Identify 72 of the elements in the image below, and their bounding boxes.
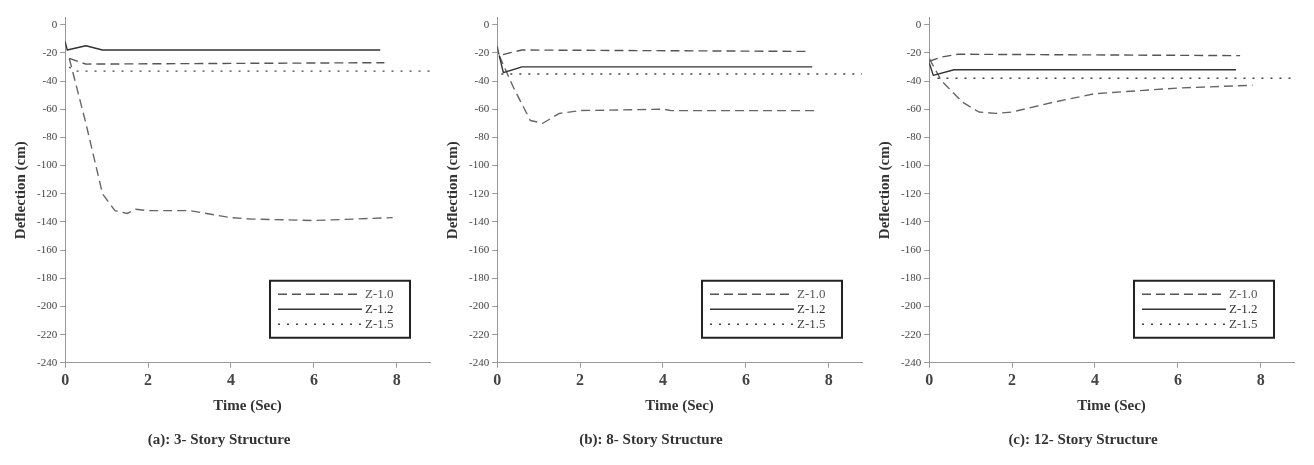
y-tick-label: -100 (36, 158, 58, 171)
text: Z-1.0 (797, 285, 826, 301)
y-tick-label: -140 (900, 214, 922, 227)
y-tick-label: -240 (468, 355, 490, 368)
x-axis-title: Time (Sec) (1077, 396, 1146, 414)
text: (a): 3- Story Structure (147, 430, 291, 448)
x-tick-label: 4 (659, 370, 667, 388)
x-tick-label: 8 (392, 370, 401, 388)
text: Z-1.2 (797, 300, 826, 316)
x-tick-label: 0 (925, 370, 934, 388)
x-tick-label: 4 (1091, 370, 1099, 388)
text: Z-1.5 (1229, 315, 1258, 331)
y-axis-title: Deflection (cm) (875, 141, 893, 240)
y-tick-label: -60 (474, 102, 490, 115)
y-tick-label: -180 (900, 271, 922, 284)
y-tick-label: 0 (51, 17, 58, 30)
x-tick-label: 2 (144, 370, 153, 388)
y-tick-label: -20 (474, 45, 490, 58)
y-tick-label: -100 (900, 158, 922, 171)
y-tick-label: -80 (42, 130, 58, 143)
text: (b): 8- Story Structure (579, 430, 724, 448)
y-tick-label: -200 (36, 299, 58, 312)
y-tick-label: -140 (468, 214, 490, 227)
x-tick-label: 2 (576, 370, 585, 388)
y-tick-label: -60 (42, 102, 58, 115)
x-tick-label: 6 (741, 370, 750, 388)
y-tick-label: -80 (474, 130, 490, 143)
y-tick-label: -20 (906, 45, 922, 58)
y-tick-label: -60 (906, 102, 922, 115)
text: Z-1.0 (365, 285, 394, 301)
y-tick-label: -200 (468, 299, 490, 312)
x-tick-label: 8 (824, 370, 833, 388)
x-tick-label: 6 (1173, 370, 1182, 388)
y-tick-label: -160 (36, 242, 58, 255)
x-tick-label: 0 (493, 370, 502, 388)
y-tick-label: -120 (36, 186, 58, 199)
y-tick-label: -240 (900, 355, 922, 368)
y-tick-label: -40 (474, 73, 490, 86)
text: Z-1.0 (1229, 285, 1258, 301)
y-tick-label: -220 (36, 327, 58, 340)
text: Z-1.5 (797, 315, 826, 331)
text: (c): 12- Story Structure (1008, 430, 1158, 448)
x-tick-label: 4 (227, 370, 235, 388)
text: Z-1.5 (365, 315, 394, 331)
x-axis-title: Time (Sec) (645, 396, 714, 414)
y-tick-label: -120 (900, 186, 922, 199)
x-axis-title: Time (Sec) (213, 396, 282, 414)
x-tick-label: 0 (61, 370, 70, 388)
y-tick-label: -240 (36, 355, 58, 368)
y-tick-label: -20 (42, 45, 58, 58)
y-tick-label: -220 (900, 327, 922, 340)
y-tick-label: 0 (915, 17, 922, 30)
y-tick-label: -220 (468, 327, 490, 340)
x-tick-label: 2 (1008, 370, 1017, 388)
y-tick-label: -160 (468, 242, 490, 255)
y-axis-title: Deflection (cm) (11, 141, 29, 240)
y-tick-label: -100 (468, 158, 490, 171)
y-tick-label: -80 (906, 130, 922, 143)
text: Z-1.2 (1229, 300, 1258, 316)
text: Z-1.2 (365, 300, 394, 316)
y-tick-label: -200 (900, 299, 922, 312)
y-tick-label: -180 (36, 271, 58, 284)
y-tick-label: -40 (42, 73, 58, 86)
x-tick-label: 8 (1256, 370, 1265, 388)
y-tick-label: -140 (36, 214, 58, 227)
y-tick-label: -160 (900, 242, 922, 255)
y-tick-label: -40 (906, 73, 922, 86)
y-tick-label: -180 (468, 271, 490, 284)
y-axis-title: Deflection (cm) (443, 141, 461, 240)
x-tick-label: 6 (309, 370, 318, 388)
y-tick-label: 0 (483, 17, 490, 30)
y-tick-label: -120 (468, 186, 490, 199)
